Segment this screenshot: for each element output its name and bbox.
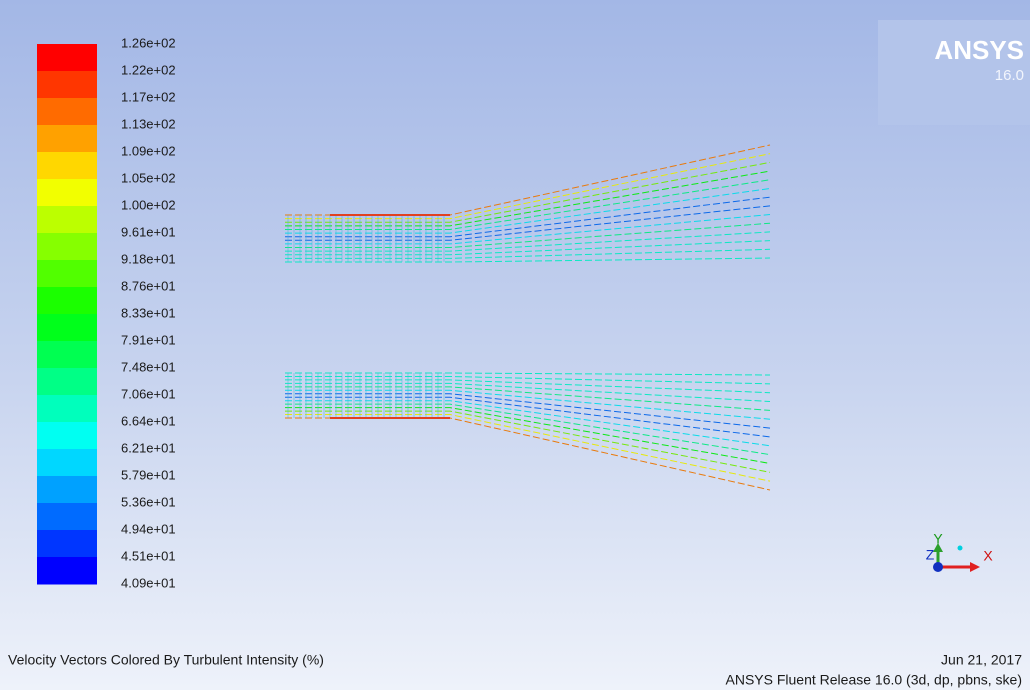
legend-band (37, 233, 97, 261)
legend-band (37, 206, 97, 234)
legend-label: 1.22e+02 (121, 62, 176, 77)
legend-label: 7.48e+01 (121, 359, 176, 374)
legend-band (37, 476, 97, 504)
legend-label: 5.36e+01 (121, 494, 176, 509)
legend-band (37, 422, 97, 450)
legend-label: 8.33e+01 (121, 305, 176, 320)
legend-label: 1.17e+02 (121, 89, 176, 104)
legend-band (37, 314, 97, 342)
legend-band (37, 557, 97, 585)
legend-band (37, 179, 97, 207)
legend-label: 1.26e+02 (121, 35, 176, 50)
legend-label: 1.00e+02 (121, 197, 176, 212)
triad-y-label: Y (933, 531, 943, 547)
legend-band (37, 449, 97, 477)
legend-label: 7.06e+01 (121, 386, 176, 401)
caption: Velocity Vectors Colored By Turbulent In… (8, 652, 324, 668)
legend-label: 1.09e+02 (121, 143, 176, 158)
legend-band (37, 368, 97, 396)
triad-marker (958, 546, 963, 551)
legend-band (37, 44, 97, 72)
legend-band (37, 341, 97, 369)
legend-label: 4.94e+01 (121, 521, 176, 536)
legend-label: 4.09e+01 (121, 575, 176, 590)
release: ANSYS Fluent Release 16.0 (3d, dp, pbns,… (726, 672, 1023, 688)
legend-label: 5.79e+01 (121, 467, 176, 482)
graphics-window: ANSYS 16.0 1.26e+02 1.22e+02 1.17e+02 1.13e… (0, 0, 1030, 690)
triad-z-axis (933, 562, 943, 572)
triad-z-label: Z (926, 547, 935, 563)
logo-version: 16.0 (995, 67, 1024, 84)
legend-band (37, 503, 97, 531)
legend-band (37, 152, 97, 180)
legend-label: 6.21e+01 (121, 440, 176, 455)
legend-label: 9.61e+01 (121, 224, 176, 239)
legend-label: 7.91e+01 (121, 332, 176, 347)
triad-x-label: X (983, 548, 993, 564)
legend-label: 1.05e+02 (121, 170, 176, 185)
legend-band (37, 71, 97, 99)
legend-label: 9.18e+01 (121, 251, 176, 266)
page: ANSYS 16.0 1.26e+02 1.22e+02 1.17e+02 1.13e… (0, 0, 1030, 690)
legend-label: 6.64e+01 (121, 413, 176, 428)
legend-band (37, 287, 97, 315)
legend-band (37, 125, 97, 153)
legend-label: 1.13e+02 (121, 116, 176, 131)
legend-label: 8.76e+01 (121, 278, 176, 293)
legend-band (37, 530, 97, 558)
legend-label: 4.51e+01 (121, 548, 176, 563)
date: Jun 21, 2017 (941, 652, 1022, 668)
logo-name: ANSYS (934, 35, 1024, 65)
legend-band (37, 98, 97, 126)
legend-band (37, 395, 97, 423)
legend-band (37, 260, 97, 288)
